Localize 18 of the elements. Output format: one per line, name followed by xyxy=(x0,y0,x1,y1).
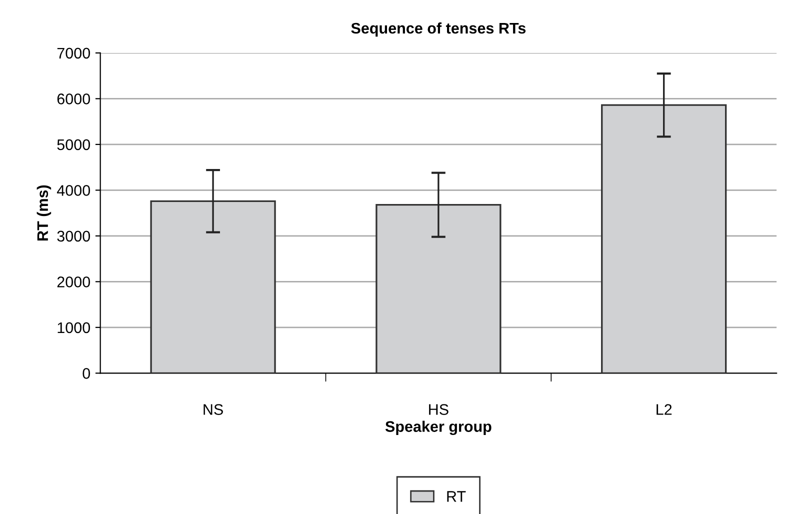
y-tick-label: 0 xyxy=(82,368,90,379)
y-tick-label: 7000 xyxy=(57,48,90,59)
x-axis-title: Speaker group xyxy=(385,420,492,436)
y-axis-title: RT (ms) xyxy=(36,185,52,240)
y-tick-label: 1000 xyxy=(58,322,90,334)
bar xyxy=(150,200,276,374)
x-tick-label: NS xyxy=(204,404,223,415)
legend-label: RT xyxy=(447,491,466,502)
y-tick-label: 4000 xyxy=(56,185,90,196)
x-tick-label: L2 xyxy=(656,404,672,415)
y-tick-label: 3000 xyxy=(57,230,90,242)
x-tick-label: HS xyxy=(429,404,448,415)
chart-title: Sequence of tenses RTs xyxy=(351,22,526,37)
bar xyxy=(376,204,502,374)
y-tick-label: 6000 xyxy=(57,94,90,104)
y-tick-label: 5000 xyxy=(57,139,90,150)
y-tick-label: 2000 xyxy=(57,276,90,288)
bar xyxy=(601,104,727,374)
